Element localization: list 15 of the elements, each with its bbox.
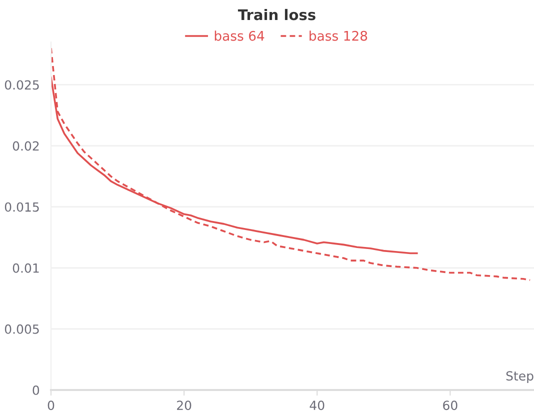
y-tick-label: 0.01 (12, 263, 39, 273)
x-axis-title: Step (506, 371, 534, 384)
y-tick-label: 0.02 (12, 141, 39, 151)
x-tick-label: 20 (177, 400, 192, 410)
y-tick-label: 0.025 (4, 80, 39, 90)
y-tick-label: 0.005 (4, 324, 39, 334)
y-tick-label: 0 (32, 385, 40, 395)
chart-title: Train loss (238, 8, 316, 20)
legend-label: bass 128 (310, 30, 368, 41)
x-tick-label: 0 (48, 400, 54, 410)
legend-label: bass 64 (214, 30, 264, 41)
line-series (51, 47, 531, 282)
x-tick-label: 60 (443, 400, 458, 410)
y-tick-label: 0.015 (4, 202, 39, 212)
x-tick-label: 40 (310, 400, 324, 410)
